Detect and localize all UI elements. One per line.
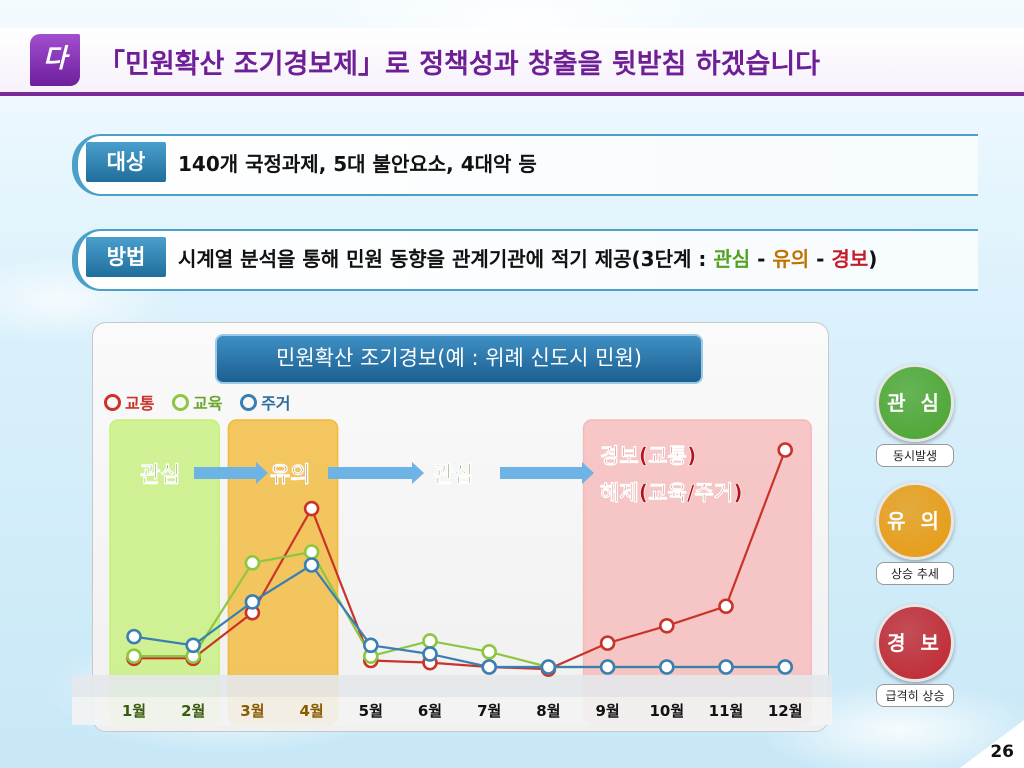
x-tick-label: 1월: [122, 702, 146, 720]
series-2-point: [303, 544, 320, 560]
series-3-point: [422, 646, 438, 662]
phase-annotations: 관심 유의 관심 경보(교통) 해제(교육/주거): [140, 444, 743, 506]
x-tick-label: 11월: [709, 702, 744, 720]
series-3-point: [303, 557, 320, 573]
x-tick-label: 9월: [595, 702, 619, 720]
legend-marker-traffic: [104, 394, 121, 411]
series-3-point: [718, 659, 734, 675]
page-corner-shape: [960, 720, 1024, 768]
indicator-interest: 관 심 동시발생: [876, 364, 954, 467]
stage-caution: 유의: [772, 247, 810, 271]
series-3-point: [244, 594, 261, 610]
x-tick-label: 10월: [649, 702, 684, 720]
target-row: 대상 140개 국정과제, 5대 불안요소, 4대악 등: [72, 134, 978, 196]
target-pill: [72, 134, 978, 196]
indicator-caution-circle: 유 의: [876, 482, 954, 560]
target-label: 대상: [86, 142, 166, 182]
annotation-interest-2: 관심: [433, 463, 473, 488]
series-1-point: [718, 598, 734, 615]
arrow-1: [194, 462, 268, 484]
method-suffix: ): [868, 247, 878, 271]
stage-sep-2: -: [809, 247, 832, 271]
x-tick-label: 4월: [299, 702, 323, 720]
x-tick-label: 8월: [536, 702, 560, 720]
chart-title: 민원확산 조기경보(예 : 위례 신도시 민원): [215, 334, 703, 384]
x-axis-band: [72, 697, 832, 725]
method-row: 방법 시계열 분석을 통해 민원 동향을 관계기관에 적기 제공(3단계 : 관…: [72, 229, 978, 291]
series-1-point: [303, 500, 320, 517]
x-tick-label: 2월: [181, 702, 205, 720]
arrow-3: [500, 462, 594, 484]
annotation-interest-1: 관심: [140, 463, 180, 488]
indicator-caution: 유 의 상승 추세: [876, 482, 954, 585]
series-1-point: [658, 617, 675, 634]
method-label: 방법: [86, 237, 166, 277]
x-axis-labels: 1월 2월 3월 4월 5월 6월 7월 8월 9월 10월 11월 12월: [122, 702, 803, 720]
legend-label-housing: 주거: [261, 394, 291, 413]
indicator-alert-caption: 급격히 상승: [876, 684, 954, 707]
legend-item-education: 교육: [172, 394, 222, 413]
series-3-point: [481, 659, 498, 675]
series-2-point: [244, 555, 261, 571]
page-number: 26: [990, 742, 1014, 762]
stage-sep-1: -: [750, 247, 773, 271]
series-2-point: [481, 644, 498, 660]
series-line-3: [133, 563, 786, 669]
target-text: 140개 국정과제, 5대 불안요소, 4대악 등: [178, 152, 537, 176]
legend-item-traffic: 교통: [104, 394, 154, 413]
annotation-alert-line2: 해제(교육/주거): [600, 481, 743, 505]
method-pill: [72, 229, 978, 291]
indicator-interest-circle: 관 심: [876, 364, 954, 442]
series-2-point: [126, 648, 142, 664]
indicator-interest-caption: 동시발생: [876, 444, 954, 467]
x-tick-label: 5월: [359, 702, 383, 720]
series-3-point: [185, 637, 201, 654]
series-1-point: [777, 442, 794, 458]
page-number-corner: 26: [960, 720, 1024, 768]
method-prefix: 시계열 분석을 통해 민원 동향을 관계기관에 적기 제공(3단계 :: [178, 247, 714, 271]
stage-interest: 관심: [713, 247, 751, 271]
series-3-point: [540, 659, 557, 675]
series-3-point: [658, 659, 675, 675]
series-3-point: [777, 659, 794, 675]
series-3-point: [599, 659, 616, 675]
series-lines: [133, 449, 787, 671]
indicator-caution-caption: 상승 추세: [876, 562, 954, 585]
legend-marker-education: [172, 394, 190, 411]
series-3-point: [126, 628, 142, 645]
x-tick-label: 6월: [418, 702, 442, 720]
annotation-caution: 유의: [270, 463, 310, 488]
x-tick-label: 12월: [768, 702, 803, 720]
x-tick-label: 3월: [240, 702, 264, 720]
header-band: [0, 28, 1024, 96]
chart-legend: 교통 교육 주거: [104, 390, 303, 414]
chart-baseline: [72, 675, 832, 725]
slide-header: 다 「민원확산 조기경보제」로 정책성과 창출을 뒷받침 하겠습니다: [0, 28, 1024, 98]
legend-label-education: 교육: [193, 394, 223, 413]
annotation-alert-line1: 경보(교통): [600, 444, 696, 468]
legend-label-traffic: 교통: [125, 394, 155, 413]
legend-marker-housing: [240, 394, 258, 411]
x-tick-label: 7월: [477, 702, 501, 720]
header-rule: [0, 92, 1024, 96]
stage-alert: 경보: [831, 247, 869, 271]
series-points: [126, 442, 794, 677]
indicator-alert: 경 보 급격히 상승: [876, 604, 954, 707]
arrow-2: [328, 462, 424, 484]
method-text: 시계열 분석을 통해 민원 동향을 관계기관에 적기 제공(3단계 : 관심 -…: [178, 243, 877, 272]
legend-item-housing: 주거: [240, 394, 291, 413]
series-line-1: [134, 449, 787, 671]
baseline-strip: [72, 675, 832, 697]
slide-title: 「민원확산 조기경보제」로 정책성과 창출을 뒷받침 하겠습니다: [98, 49, 820, 80]
series-2-point: [422, 633, 438, 649]
series-3-point: [362, 637, 379, 654]
section-badge: 다: [30, 34, 80, 86]
series-1-point: [599, 635, 616, 651]
indicator-alert-circle: 경 보: [876, 604, 954, 682]
